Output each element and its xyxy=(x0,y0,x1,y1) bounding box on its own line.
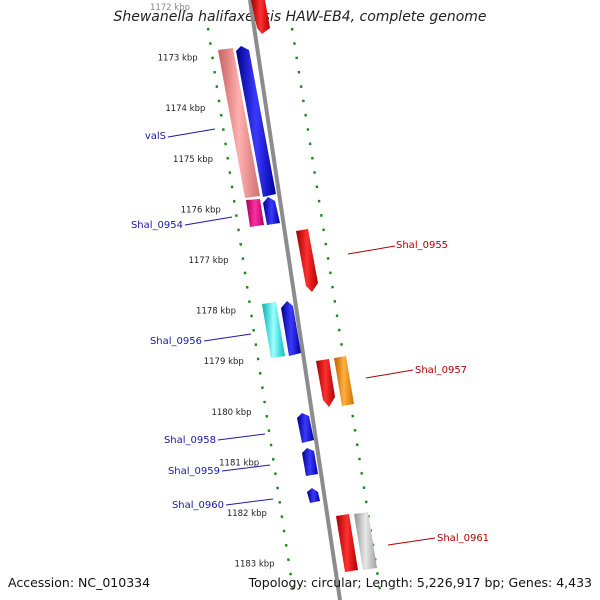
label-connectors xyxy=(167,128,436,546)
tick-label: 1181 kbp xyxy=(219,458,259,468)
tick-label: 1172 kbp xyxy=(150,3,190,13)
tick-label: 1178 kbp xyxy=(196,307,236,317)
tick-label: 1174 kbp xyxy=(165,104,205,114)
gene-feature-valS-pink[interactable] xyxy=(218,48,260,198)
gene-feature-Shal_0960[interactable] xyxy=(307,488,320,503)
gene-feature-blue-small-1[interactable] xyxy=(263,197,280,225)
gene-feature-top-red[interactable] xyxy=(251,0,270,34)
gene-label-Shal_0954[interactable]: Shal_0954 xyxy=(131,220,183,231)
gene-label-Shal_0960[interactable]: Shal_0960 xyxy=(172,500,224,511)
gene-label-Shal_0955[interactable]: Shal_0955 xyxy=(396,240,448,251)
genome-backbone xyxy=(248,0,342,600)
gene-label-Shal_0959[interactable]: Shal_0959 xyxy=(168,466,220,477)
gene-feature-Shal_0954[interactable] xyxy=(246,199,264,227)
gene-label-Shal_0961[interactable]: Shal_0961 xyxy=(437,533,489,544)
gene-feature-Shal_0958[interactable] xyxy=(297,413,314,443)
tick-label: 1177 kbp xyxy=(188,256,228,266)
gene-feature-red-0961a[interactable] xyxy=(336,514,358,572)
gene-label-Shal_0958[interactable]: Shal_0958 xyxy=(164,435,216,446)
right-dotted-guide xyxy=(290,27,382,591)
gene-feature-Shal_0957[interactable] xyxy=(334,356,354,406)
gene-feature-Shal_0959[interactable] xyxy=(302,448,318,476)
tick-labels: 1172 kbp 1173 kbp 1174 kbp 1175 kbp 1176 kbp… xyxy=(150,3,275,570)
map-title: Shewanella halifaxensis HAW-EB4, complet… xyxy=(113,9,487,25)
gene-feature-red-0957a[interactable] xyxy=(316,359,335,407)
gene-feature-Shal_0961[interactable] xyxy=(354,512,377,570)
gene-feature-blue-0956b[interactable] xyxy=(281,301,301,356)
gene-feature-Shal_0955[interactable] xyxy=(296,229,318,292)
tick-label: 1183 kbp xyxy=(235,560,275,570)
tick-label: 1176 kbp xyxy=(181,205,221,215)
accession-text: Accession: NC_010334 xyxy=(8,575,151,590)
gene-feature-Shal_0956[interactable] xyxy=(262,302,285,358)
tick-label: 1182 kbp xyxy=(227,509,267,519)
tick-label: 1180 kbp xyxy=(211,408,251,418)
gene-label-valS[interactable]: valS xyxy=(145,131,166,142)
gene-label-Shal_0956[interactable]: Shal_0956 xyxy=(150,336,202,347)
tick-label: 1179 kbp xyxy=(204,357,244,367)
gene-features xyxy=(218,0,377,572)
gene-feature-blue-big[interactable] xyxy=(236,46,276,197)
tick-label: 1175 kbp xyxy=(173,155,213,165)
genome-summary-text: Topology: circular; Length: 5,226,917 bp… xyxy=(248,575,592,590)
gene-label-Shal_0957[interactable]: Shal_0957 xyxy=(415,365,467,376)
tick-label: 1173 kbp xyxy=(158,54,198,64)
